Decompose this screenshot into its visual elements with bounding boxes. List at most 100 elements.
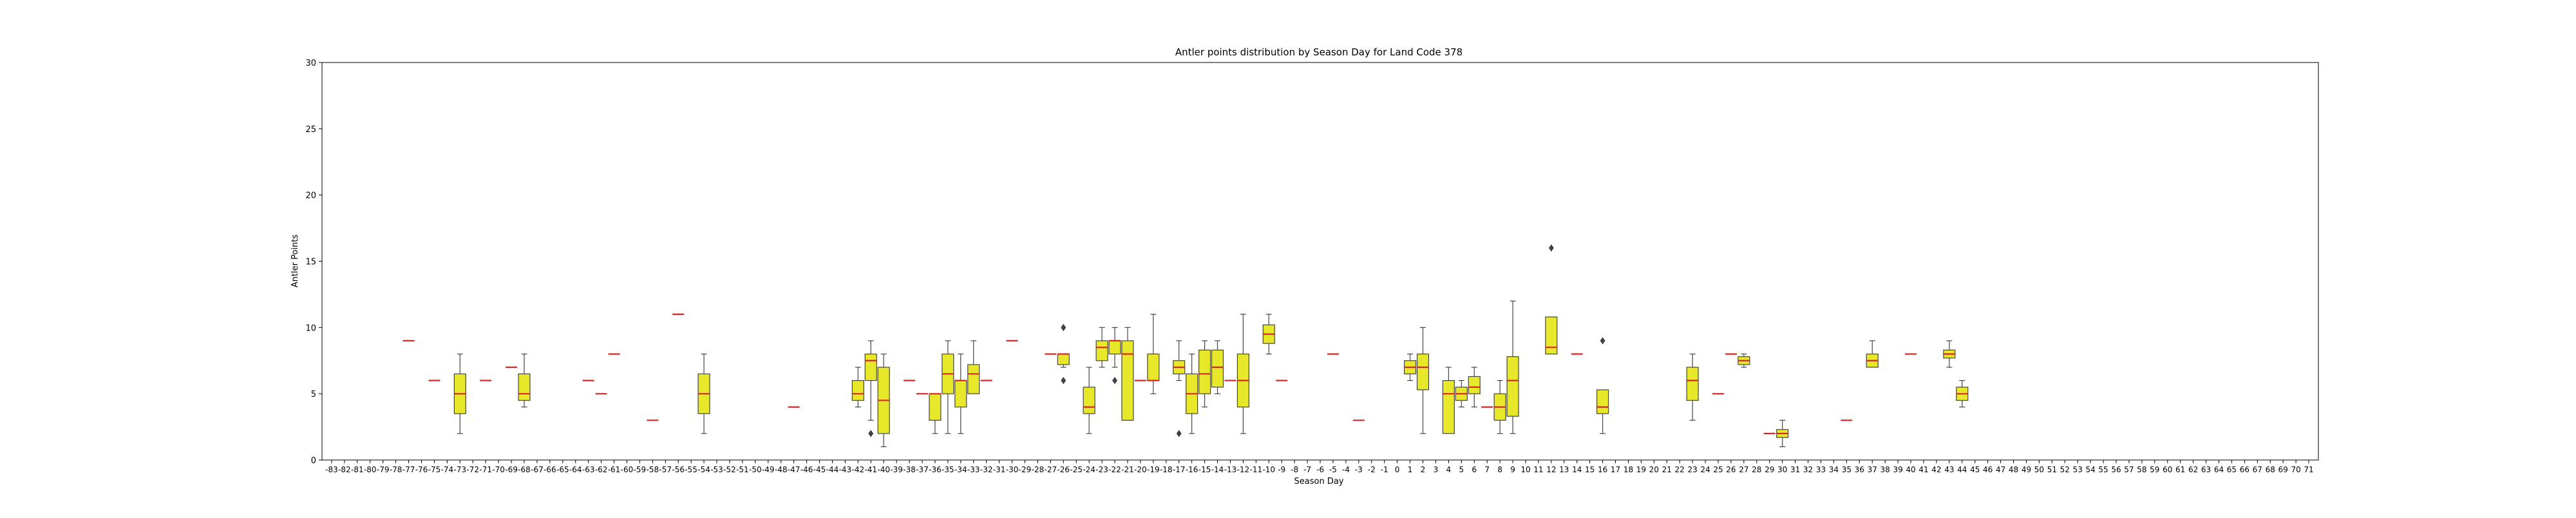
box-27: [1738, 353, 1750, 368]
box--68: [518, 353, 531, 408]
x-tick-label: -18: [1160, 465, 1173, 474]
box-iqr: [1095, 340, 1108, 361]
x-tick-label: -21: [1121, 465, 1134, 474]
x-tick-label: 62: [2188, 465, 2198, 474]
x-tick-label: -57: [659, 465, 672, 474]
box-5: [1455, 379, 1468, 408]
x-tick-label: -32: [980, 465, 993, 474]
x-tick-label: 49: [2022, 465, 2031, 474]
x-tick-label: -72: [466, 465, 479, 474]
x-tick-label: -37: [916, 465, 929, 474]
x-tick-label: -23: [1095, 465, 1108, 474]
x-tick-label: 41: [1918, 465, 1928, 474]
x-tick-label: 50: [2034, 465, 2044, 474]
x-tick-label: 31: [1790, 465, 1800, 474]
x-tick-label: -4: [1342, 465, 1350, 474]
box-iqr: [1416, 353, 1430, 390]
x-tick-label: -31: [993, 465, 1006, 474]
box--14: [1211, 340, 1224, 394]
x-tick-label: 12: [1546, 465, 1556, 474]
x-tick-label: -46: [800, 465, 813, 474]
x-tick-label: -51: [736, 465, 749, 474]
box-iqr: [1545, 316, 1558, 355]
x-tick-label: -13: [1224, 465, 1237, 474]
x-tick-label: -47: [788, 465, 800, 474]
x-tick-label: -43: [839, 465, 852, 474]
y-tick-label: 0: [311, 456, 316, 466]
box--17: [1173, 340, 1186, 437]
plot-frame: [321, 62, 2319, 461]
x-tick-label: -50: [749, 465, 762, 474]
x-tick-label: -44: [826, 465, 839, 474]
x-tick-label: -15: [1198, 465, 1211, 474]
x-tick-label: 27: [1739, 465, 1748, 474]
box-iqr: [1442, 379, 1455, 434]
box-iqr: [518, 373, 531, 401]
x-tick-label: -62: [595, 465, 608, 474]
box-iqr: [1596, 389, 1609, 414]
x-tick-label: -66: [544, 465, 556, 474]
x-tick-label: -10: [1262, 465, 1275, 474]
box--36: [929, 393, 942, 434]
box--35: [942, 340, 954, 434]
outlier-point: [868, 430, 874, 437]
box-43: [1943, 340, 1956, 368]
x-tick-label: 40: [1906, 465, 1915, 474]
x-tick-label: 2: [1421, 465, 1426, 474]
x-tick-label: -73: [454, 465, 467, 474]
x-tick-label: -61: [608, 465, 621, 474]
x-tick-label: 56: [2111, 465, 2121, 474]
box--40: [877, 353, 890, 448]
x-tick-label: -7: [1303, 465, 1311, 474]
x-tick-label: -80: [364, 465, 377, 474]
x-tick-label: 24: [1700, 465, 1710, 474]
box--41: [864, 340, 877, 437]
x-tick-label: 44: [1957, 465, 1967, 474]
x-tick-label: -79: [377, 465, 390, 474]
y-axis-label: Antler Points: [290, 235, 300, 288]
x-tick-label: 10: [1520, 465, 1530, 474]
x-tick-label: -14: [1211, 465, 1224, 474]
box-iqr: [851, 379, 864, 401]
x-tick-label: -22: [1108, 465, 1121, 474]
box-iqr: [1121, 340, 1134, 421]
x-tick-label: 33: [1816, 465, 1826, 474]
x-tick-label: -6: [1316, 465, 1324, 474]
x-tick-label: 68: [2266, 465, 2275, 474]
x-tick-label: 58: [2137, 465, 2146, 474]
x-tick-label: -9: [1278, 465, 1285, 474]
x-tick-label: -29: [1019, 465, 1032, 474]
x-tick-label: -19: [1147, 465, 1160, 474]
x-tick-label: -53: [710, 465, 723, 474]
box-iqr: [1108, 340, 1121, 355]
box--10: [1262, 314, 1275, 355]
x-tick-label: -69: [505, 465, 518, 474]
x-tick-label: 57: [2124, 465, 2134, 474]
box-6: [1468, 367, 1481, 408]
x-tick-label: 14: [1572, 465, 1582, 474]
x-tick-label: -12: [1237, 465, 1250, 474]
x-tick-label: 25: [1713, 465, 1723, 474]
x-tick-label: 0: [1395, 465, 1400, 474]
x-tick-label: 59: [2150, 465, 2159, 474]
x-tick-label: 20: [1649, 465, 1659, 474]
x-tick-label: 70: [2291, 465, 2300, 474]
x-tick-label: -20: [1134, 465, 1147, 474]
box--16: [1186, 353, 1198, 434]
x-tick-label: -33: [967, 465, 980, 474]
x-axis-label: Season Day: [1294, 477, 1344, 486]
x-tick-label: -59: [634, 465, 647, 474]
x-tick-label: 23: [1687, 465, 1697, 474]
x-tick-label: -55: [685, 465, 697, 474]
x-tick-label: -56: [672, 465, 685, 474]
x-tick-label: -83: [325, 465, 338, 474]
x-tick-label: 15: [1585, 465, 1595, 474]
x-tick-label: -16: [1186, 465, 1198, 474]
x-tick-label: 45: [1970, 465, 1980, 474]
box--12: [1236, 314, 1249, 434]
x-tick-label: 28: [1752, 465, 1761, 474]
x-tick-label: 54: [2086, 465, 2096, 474]
